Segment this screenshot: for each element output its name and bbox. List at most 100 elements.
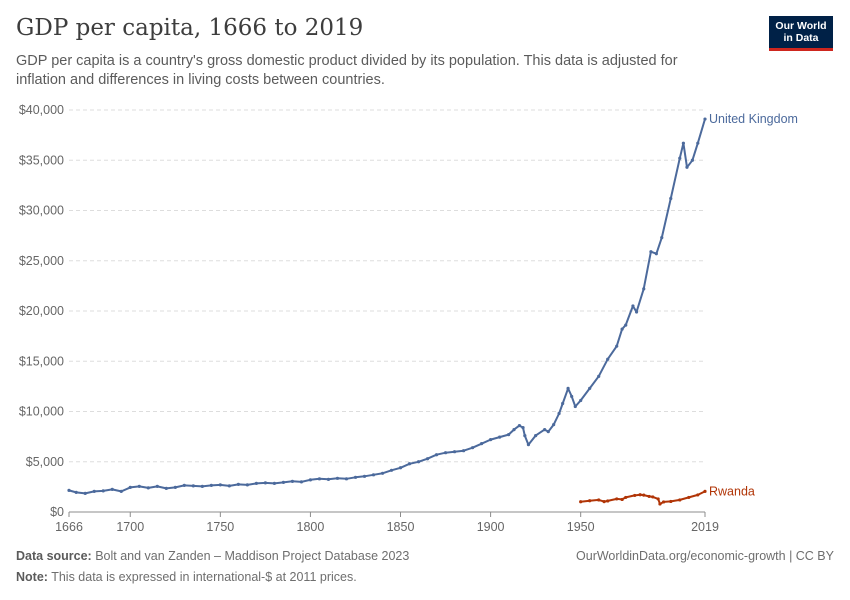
data-point-united-kingdom <box>308 478 313 482</box>
data-point-united-kingdom <box>498 435 502 439</box>
data-point-united-kingdom <box>110 487 114 491</box>
data-point-rwanda <box>638 493 642 497</box>
y-tick-label: $0 <box>50 505 64 519</box>
data-point-united-kingdom <box>407 462 412 466</box>
data-source-line: Data source: Bolt and van Zanden – Maddi… <box>16 549 409 563</box>
data-point-united-kingdom <box>566 386 570 390</box>
data-point-united-kingdom <box>434 453 439 457</box>
x-tick-label: 2019 <box>691 520 719 534</box>
data-point-united-kingdom <box>703 117 707 121</box>
data-source-label: Data source: <box>16 549 92 563</box>
data-point-united-kingdom <box>425 457 430 461</box>
logo-line-1: Our World <box>775 20 827 32</box>
series-label-united-kingdom: United Kingdom <box>709 112 798 126</box>
chart-subtitle: GDP per capita is a country's gross dome… <box>16 53 678 88</box>
y-tick-label: $15,000 <box>19 354 64 368</box>
data-point-united-kingdom <box>696 141 700 145</box>
data-point-united-kingdom <box>557 411 561 416</box>
data-point-rwanda <box>651 495 655 499</box>
data-point-united-kingdom <box>543 427 547 432</box>
data-point-united-kingdom <box>335 476 340 480</box>
data-point-united-kingdom <box>690 158 694 162</box>
data-point-united-kingdom <box>299 480 304 484</box>
y-tick-label: $10,000 <box>19 405 64 419</box>
data-point-united-kingdom <box>254 481 258 485</box>
data-point-rwanda <box>579 500 583 504</box>
data-point-united-kingdom <box>573 404 577 409</box>
data-point-united-kingdom <box>552 422 556 427</box>
data-point-united-kingdom <box>416 460 421 464</box>
data-point-rwanda <box>669 499 673 504</box>
data-point-united-kingdom <box>92 489 96 493</box>
note-text: This data is expressed in international-… <box>51 570 357 584</box>
data-point-united-kingdom <box>642 287 646 291</box>
x-tick-label: 1750 <box>206 520 234 534</box>
data-point-rwanda <box>661 500 666 504</box>
data-point-rwanda <box>647 494 651 499</box>
data-point-united-kingdom <box>137 484 141 488</box>
data-point-united-kingdom <box>526 443 531 447</box>
data-point-united-kingdom <box>470 446 475 450</box>
data-point-united-kingdom <box>681 141 685 145</box>
data-point-united-kingdom <box>452 450 457 454</box>
data-point-united-kingdom <box>624 323 628 327</box>
data-point-rwanda <box>656 497 660 501</box>
data-point-united-kingdom <box>191 484 195 488</box>
y-tick-label: $35,000 <box>19 153 64 167</box>
data-point-united-kingdom <box>362 474 367 478</box>
data-point-united-kingdom <box>443 451 448 455</box>
data-point-united-kingdom <box>173 485 177 489</box>
y-tick-label: $25,000 <box>19 254 64 268</box>
data-source-text[interactable]: Bolt and van Zanden – Maddison Project D… <box>95 549 410 563</box>
data-point-rwanda <box>687 495 691 500</box>
owid-logo[interactable]: Our World in Data <box>769 16 833 51</box>
data-point-united-kingdom <box>353 475 358 479</box>
data-point-united-kingdom <box>128 485 132 489</box>
data-point-united-kingdom <box>326 477 331 481</box>
data-point-rwanda <box>703 489 707 493</box>
data-point-united-kingdom <box>461 449 466 453</box>
y-tick-label: $30,000 <box>19 204 64 218</box>
data-point-united-kingdom <box>263 481 267 485</box>
data-point-united-kingdom <box>479 442 484 446</box>
data-point-rwanda <box>606 499 610 503</box>
data-point-united-kingdom <box>182 483 186 487</box>
x-tick-label: 1700 <box>116 520 144 534</box>
data-point-rwanda <box>615 497 619 501</box>
data-point-rwanda <box>620 497 624 502</box>
data-point-united-kingdom <box>597 374 601 378</box>
x-tick-label: 1666 <box>55 520 83 534</box>
x-tick-label: 1850 <box>387 520 415 534</box>
data-point-rwanda <box>696 493 700 497</box>
x-tick-label: 1950 <box>567 520 595 534</box>
series-line-united-kingdom <box>68 118 706 495</box>
series-label-rwanda: Rwanda <box>709 484 755 498</box>
data-point-united-kingdom <box>83 491 87 496</box>
data-point-united-kingdom <box>588 386 592 390</box>
data-point-united-kingdom <box>606 357 610 361</box>
data-point-united-kingdom <box>579 398 583 403</box>
y-tick-label: $5,000 <box>26 455 64 469</box>
data-point-united-kingdom <box>660 236 664 240</box>
data-point-united-kingdom <box>227 484 231 488</box>
data-point-rwanda <box>658 502 662 506</box>
data-point-united-kingdom <box>685 165 689 169</box>
data-point-united-kingdom <box>272 481 276 485</box>
data-point-united-kingdom <box>521 425 525 430</box>
chart-title: GDP per capita, 1666 to 2019 <box>16 15 364 41</box>
data-point-united-kingdom <box>534 434 538 438</box>
data-point-united-kingdom <box>380 471 385 475</box>
y-tick-label: $40,000 <box>19 103 64 117</box>
source-url-link[interactable]: OurWorldinData.org/economic-growth | CC … <box>576 549 834 563</box>
data-point-rwanda <box>642 493 646 497</box>
data-point-united-kingdom <box>512 427 516 432</box>
data-point-united-kingdom <box>164 486 168 490</box>
data-point-united-kingdom <box>389 468 394 472</box>
data-point-united-kingdom <box>507 433 511 437</box>
data-point-united-kingdom <box>236 482 240 486</box>
data-point-united-kingdom <box>669 196 673 201</box>
data-point-united-kingdom <box>523 434 527 438</box>
data-point-united-kingdom <box>344 477 349 481</box>
data-point-rwanda <box>624 495 628 500</box>
